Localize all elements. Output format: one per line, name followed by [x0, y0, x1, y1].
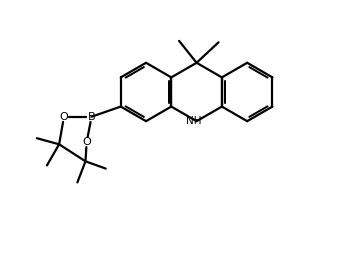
Text: NH: NH	[186, 116, 201, 126]
Text: O: O	[82, 137, 91, 147]
Text: O: O	[60, 112, 68, 122]
Text: B: B	[88, 112, 95, 122]
